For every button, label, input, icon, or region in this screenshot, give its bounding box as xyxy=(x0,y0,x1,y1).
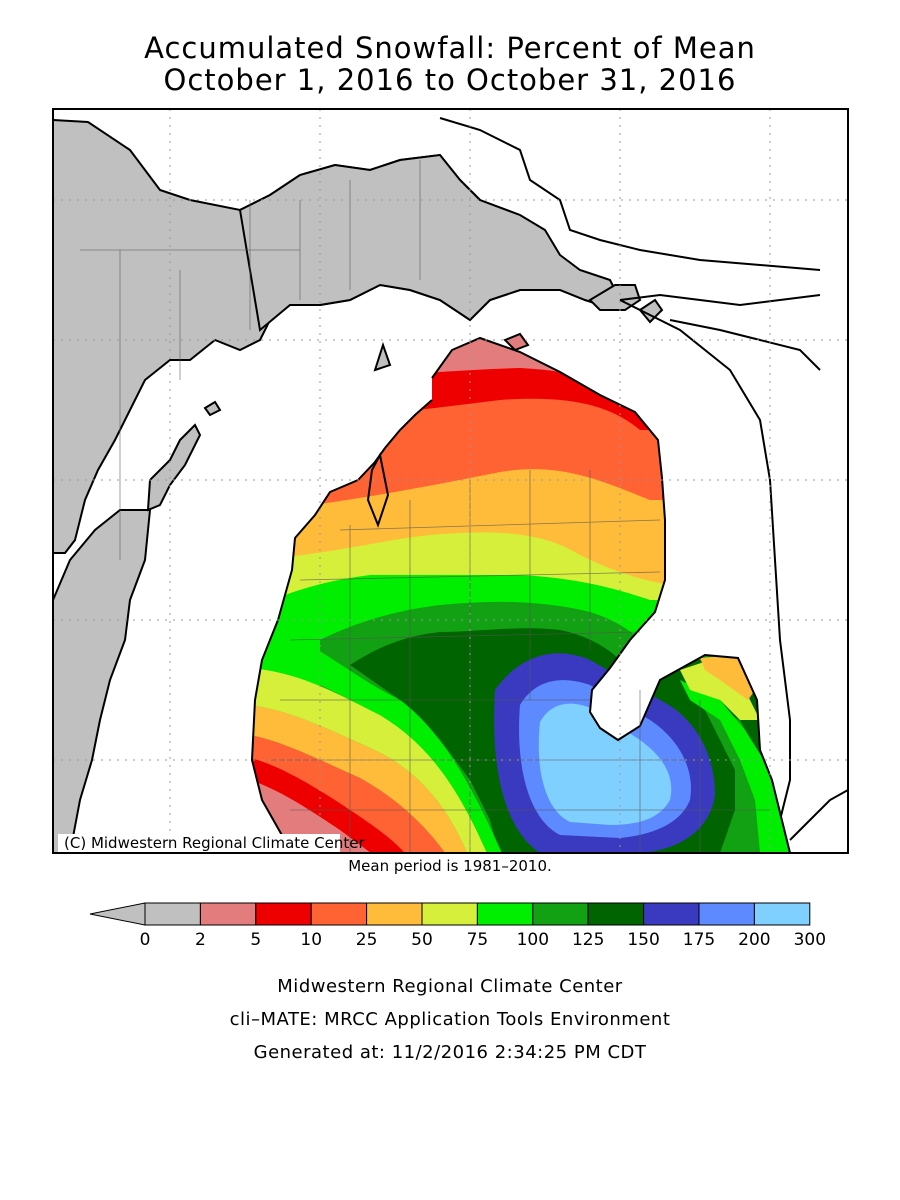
legend-swatch xyxy=(587,902,645,926)
legend-tick-label: 75 xyxy=(467,930,489,950)
legend-tick-label: 25 xyxy=(356,930,378,950)
legend-arrow xyxy=(89,902,146,926)
legend-swatch xyxy=(753,902,811,926)
legend-swatch xyxy=(366,902,423,926)
lake-huron-coast xyxy=(619,299,791,853)
legend-tick-label: 200 xyxy=(738,930,770,950)
copyright-text: (C) Midwestern Regional Climate Center xyxy=(64,834,365,852)
legend-tick-label: 125 xyxy=(572,930,604,950)
legend-swatch xyxy=(255,902,312,926)
legend-colorbar: 0 2 5 10 25 50 75 100 125 150 175 200 300 xyxy=(89,902,826,950)
legend-tick-label: 2 xyxy=(195,930,206,950)
footer-generated: Generated at: 11/2/2016 2:34:25 PM CDT xyxy=(253,1042,647,1063)
legend-swatch xyxy=(532,902,589,926)
legend-tick-label: 0 xyxy=(140,930,151,950)
legend-tick-label: 5 xyxy=(250,930,261,950)
footer-org: Midwestern Regional Climate Center xyxy=(277,976,623,997)
map-title-line1: Accumulated Snowfall: Percent of Mean xyxy=(144,31,756,65)
legend-swatch xyxy=(643,902,700,926)
legend-tick-label: 100 xyxy=(517,930,549,950)
door-peninsula xyxy=(146,423,202,512)
county-lines xyxy=(80,160,770,853)
legend-swatch xyxy=(310,902,368,926)
map-frame xyxy=(52,108,849,854)
legend-tick-label: 175 xyxy=(683,930,715,950)
legend-tick-label: 300 xyxy=(794,930,826,950)
legend-swatch xyxy=(698,902,755,926)
copyright-box xyxy=(58,834,340,852)
upper-peninsula xyxy=(238,153,622,332)
legend-tick-label: 50 xyxy=(411,930,433,950)
map-title-line2: October 1, 2016 to October 31, 2016 xyxy=(163,63,737,97)
footer-app: cli–MATE: MRCC Application Tools Environ… xyxy=(229,1009,671,1030)
legend-swatch xyxy=(144,902,201,926)
legend-swatch xyxy=(476,902,534,926)
legend-swatch xyxy=(421,902,478,926)
legend-swatch xyxy=(199,902,257,926)
legend-tick-label: 150 xyxy=(627,930,659,950)
ontario-coast xyxy=(439,117,821,271)
legend-tick-label: 10 xyxy=(300,930,322,950)
mean-period-note: Mean period is 1981–2010. xyxy=(348,857,552,875)
